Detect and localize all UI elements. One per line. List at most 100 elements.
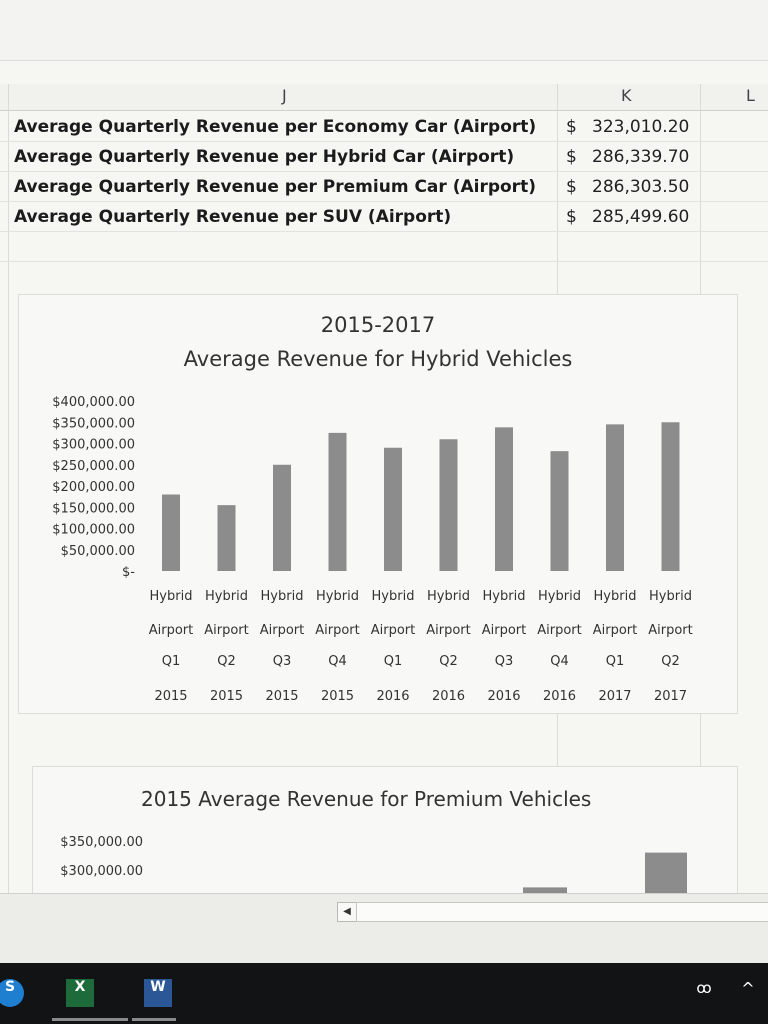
y-tick-label: $50,000.00	[61, 544, 135, 559]
x-tick-label-line1: Hybrid	[261, 589, 304, 604]
ribbon-area	[0, 0, 768, 61]
x-tick-label-quarter: Q4	[328, 654, 347, 669]
x-tick-label-line2: Airport	[149, 623, 194, 638]
premium-revenue-plot: $350,000.00$300,000.00$250,000.00	[60, 835, 687, 905]
word-icon[interactable]: W	[144, 979, 172, 1007]
x-tick-label-line2: Airport	[204, 623, 249, 638]
y-tick-label: $250,000.00	[52, 459, 135, 474]
y-tick-label: $350,000.00	[60, 835, 143, 850]
x-tick-label-line1: Hybrid	[205, 589, 248, 604]
x-tick-label-year: 2015	[265, 689, 298, 704]
x-tick-label-quarter: Q1	[384, 654, 403, 669]
bar	[550, 451, 569, 571]
chart-title: 2015 Average Revenue for Premium Vehicle…	[141, 787, 592, 811]
y-tick-label: $-	[122, 565, 135, 580]
taskbar: S X W ꝏ ^	[0, 963, 768, 1024]
revenue-value: 286,303.50	[592, 177, 690, 197]
x-tick-label-quarter: Q1	[162, 654, 181, 669]
bar	[384, 447, 402, 571]
x-tick-label-line1: Hybrid	[150, 589, 193, 604]
x-tick-label-year: 2016	[376, 689, 409, 704]
skype-icon[interactable]: S	[0, 979, 24, 1007]
bar	[606, 424, 624, 571]
x-tick-label-quarter: Q2	[439, 654, 458, 669]
bar	[273, 464, 291, 571]
x-tick-label-line2: Airport	[537, 623, 582, 638]
horizontal-scrollbar[interactable]	[356, 902, 768, 922]
people-icon[interactable]: ꝏ	[696, 979, 712, 997]
bar	[217, 505, 236, 571]
x-tick-label-year: 2015	[321, 689, 354, 704]
premium-revenue-chart[interactable]: 2015 Average Revenue for Premium Vehicle…	[32, 766, 738, 905]
revenue-label: Average Quarterly Revenue per Economy Ca…	[14, 117, 537, 137]
x-tick-label-line2: Airport	[371, 623, 416, 638]
gridline	[0, 231, 768, 232]
x-tick-label-line2: Airport	[426, 623, 471, 638]
x-tick-label-year: 2016	[432, 689, 465, 704]
x-tick-label-line1: Hybrid	[427, 589, 470, 604]
bar	[328, 432, 347, 571]
revenue-row-hybrid[interactable]: Average Quarterly Revenue per Hybrid Car…	[14, 145, 714, 175]
currency-symbol: $	[566, 117, 577, 137]
currency-symbol: $	[566, 207, 577, 227]
x-tick-label-quarter: Q2	[217, 654, 236, 669]
x-tick-label-year: 2017	[598, 689, 631, 704]
y-tick-label: $300,000.00	[52, 438, 135, 453]
x-tick-label-line2: Airport	[315, 623, 360, 638]
x-tick-label-line1: Hybrid	[316, 589, 359, 604]
bar	[495, 427, 513, 571]
currency-symbol: $	[566, 177, 577, 197]
sheet-tab-bar: ◀	[0, 893, 768, 964]
chevron-up-icon[interactable]: ^	[741, 979, 755, 998]
gridline	[0, 261, 768, 262]
gridline	[0, 171, 768, 172]
y-tick-label: $200,000.00	[52, 480, 135, 495]
x-tick-label-quarter: Q4	[550, 654, 569, 669]
revenue-value: 285,499.60	[592, 207, 690, 227]
revenue-label: Average Quarterly Revenue per Hybrid Car…	[14, 147, 515, 167]
bar	[162, 494, 180, 571]
x-tick-label-year: 2015	[210, 689, 243, 704]
x-tick-label-year: 2016	[487, 689, 520, 704]
revenue-label: Average Quarterly Revenue per Premium Ca…	[14, 177, 536, 197]
y-tick-label: $300,000.00	[60, 864, 143, 879]
x-tick-label-year: 2016	[543, 689, 576, 704]
hybrid-revenue-plot: $400,000.00 $350,000.00 $300,000.00 $250,00…	[52, 395, 693, 704]
x-tick-label-line1: Hybrid	[483, 589, 526, 604]
column-header-k[interactable]: K	[621, 86, 632, 105]
chart-title: 2015-2017	[320, 313, 436, 337]
x-tick-label-quarter: Q3	[273, 654, 292, 669]
y-tick-label: $400,000.00	[52, 395, 135, 410]
y-tick-label: $150,000.00	[52, 501, 135, 516]
x-tick-label-line2: Airport	[648, 623, 693, 638]
x-tick-label-year: 2015	[154, 689, 187, 704]
bar	[661, 422, 680, 571]
column-header-row: J K L	[0, 84, 768, 111]
x-tick-label-quarter: Q2	[661, 654, 680, 669]
scroll-left-button[interactable]: ◀	[337, 902, 357, 922]
x-tick-label-line1: Hybrid	[649, 589, 692, 604]
gridline	[8, 84, 9, 905]
revenue-label: Average Quarterly Revenue per SUV (Airpo…	[14, 207, 452, 227]
revenue-row-premium[interactable]: Average Quarterly Revenue per Premium Ca…	[14, 175, 714, 205]
revenue-value: 286,339.70	[592, 147, 690, 167]
y-tick-label: $350,000.00	[52, 416, 135, 431]
currency-symbol: $	[566, 147, 577, 167]
excel-active-indicator	[52, 1018, 128, 1021]
excel-icon[interactable]: X	[66, 979, 94, 1007]
bar	[439, 439, 458, 571]
gridline	[0, 201, 768, 202]
x-tick-label-line1: Hybrid	[538, 589, 581, 604]
revenue-row-economy[interactable]: Average Quarterly Revenue per Economy Ca…	[14, 115, 714, 145]
x-tick-label-line2: Airport	[593, 623, 638, 638]
spreadsheet-area[interactable]: J K L Average Quarterly Revenue per Econ…	[0, 0, 768, 905]
gridline	[0, 141, 768, 142]
column-header-j[interactable]: J	[282, 86, 287, 105]
x-tick-label-quarter: Q3	[495, 654, 514, 669]
x-tick-label-year: 2017	[654, 689, 687, 704]
hybrid-revenue-chart[interactable]: 2015-2017 Average Revenue for Hybrid Veh…	[18, 294, 738, 714]
revenue-row-suv[interactable]: Average Quarterly Revenue per SUV (Airpo…	[14, 205, 714, 235]
column-header-l[interactable]: L	[746, 86, 755, 105]
x-tick-label-quarter: Q1	[606, 654, 625, 669]
word-active-indicator	[132, 1018, 176, 1021]
